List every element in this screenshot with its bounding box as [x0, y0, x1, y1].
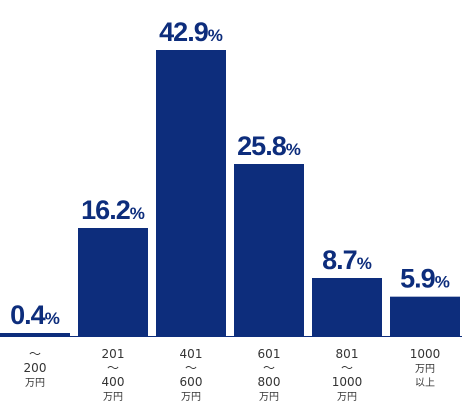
category-label-2: 401 〜 600 万円	[180, 347, 203, 403]
category-label-3: 601 〜 800 万円	[258, 347, 281, 403]
bar-5	[390, 296, 460, 336]
category-line: 401	[180, 347, 203, 361]
value-label-3: 25.8%	[237, 131, 301, 161]
category-line: 万円	[337, 392, 357, 403]
category-label-0: 〜 200 万円	[24, 347, 47, 389]
bars-group	[0, 50, 460, 336]
category-line: 800	[258, 375, 281, 389]
value-unit: %	[286, 140, 301, 159]
value-unit: %	[357, 254, 372, 273]
bar-0	[0, 333, 70, 336]
value-label-4: 8.7%	[322, 245, 372, 275]
category-line: 600	[180, 375, 203, 389]
category-line: 1000	[410, 347, 441, 361]
category-line: 以上	[415, 377, 435, 389]
value-unit: %	[435, 273, 450, 292]
value-number: 8.7	[322, 245, 357, 275]
category-line: 801	[336, 347, 359, 361]
category-line: 万円	[181, 392, 201, 403]
value-number: 42.9	[159, 17, 209, 47]
category-label-5: 1000 万円以上	[410, 347, 441, 389]
value-unit: %	[130, 204, 145, 223]
category-line: 400	[102, 375, 125, 389]
value-label-0: 0.4%	[10, 300, 60, 330]
value-unit: %	[208, 26, 223, 45]
category-label-1: 201 〜 400 万円	[102, 347, 125, 403]
value-number: 5.9	[400, 264, 436, 294]
category-line: 200	[24, 361, 47, 375]
category-line: 〜	[341, 361, 353, 375]
value-label-5: 5.9%	[400, 264, 450, 294]
value-number: 25.8	[237, 131, 287, 161]
bar-3	[234, 164, 304, 336]
bar-4	[312, 278, 382, 336]
category-line: 万円	[25, 378, 45, 389]
value-number: 16.2	[81, 195, 130, 225]
category-line: 601	[258, 347, 281, 361]
category-line: 201	[102, 347, 125, 361]
category-line: 〜	[185, 361, 197, 375]
value-unit: %	[45, 309, 60, 328]
category-line: 万円	[103, 392, 123, 403]
value-label-2: 42.9%	[159, 17, 223, 47]
category-line: 1000	[332, 375, 363, 389]
category-line: 〜	[107, 361, 119, 375]
bar-2	[156, 50, 226, 336]
value-label-1: 16.2%	[81, 195, 145, 225]
category-line: 万円	[259, 392, 279, 403]
category-line: 〜	[29, 347, 41, 361]
value-labels-group: 0.4%16.2%42.9%25.8%8.7%5.9%	[10, 17, 450, 330]
category-line: 〜	[263, 361, 275, 375]
category-line: 万円	[415, 364, 435, 375]
category-label-4: 801 〜 1000 万円	[332, 347, 363, 403]
value-number: 0.4	[10, 300, 46, 330]
bar-1	[78, 228, 148, 336]
